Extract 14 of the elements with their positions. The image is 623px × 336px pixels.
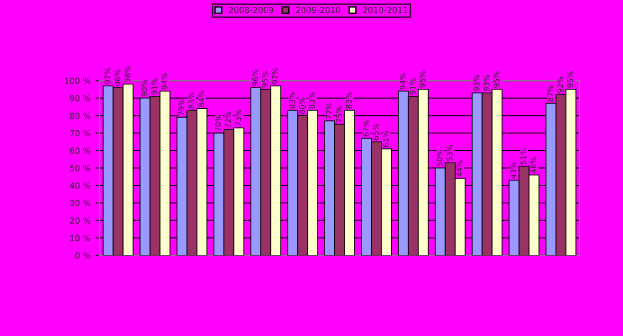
y-tick-label: 20 % bbox=[70, 217, 90, 224]
y-tick-label: 90 % bbox=[70, 95, 90, 102]
y-tick-label: 60 % bbox=[70, 148, 90, 154]
y-tick-label: 80 % bbox=[70, 112, 90, 119]
y-tick-label: 10 % bbox=[70, 234, 90, 242]
legend-label: 2008-2009 bbox=[228, 6, 274, 14]
y-tick-label: 100 % bbox=[65, 78, 90, 84]
y-tick-label: 50 % bbox=[70, 164, 90, 172]
legend-label: 2010-2011 bbox=[363, 6, 408, 14]
y-tick-label: 70 % bbox=[70, 130, 90, 136]
y-tick-label: 30 % bbox=[70, 200, 90, 206]
y-tick-label: 40 % bbox=[70, 182, 90, 189]
y-tick-label: 0 % bbox=[75, 252, 90, 259]
legend-label: 2009-2010 bbox=[296, 6, 340, 14]
